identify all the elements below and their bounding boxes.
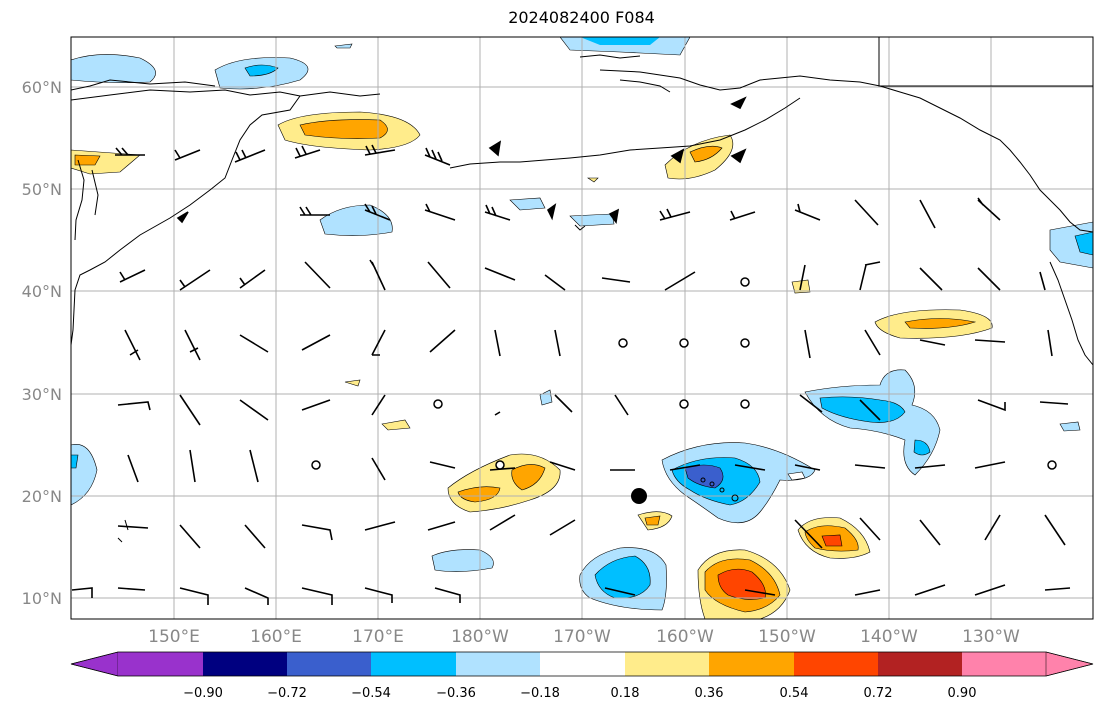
lat-label-30n: 30°N [22,385,62,404]
colorbar-bin [709,652,794,676]
colorbar-bin [625,652,709,676]
lon-label-180w: 180°W [451,627,509,647]
lat-label-60n: 60°N [22,78,62,97]
lon-label-130w: 130°W [962,627,1020,647]
lon-label-140w: 140°W [860,627,918,647]
colorbar [70,651,1094,677]
colorbar-bin [878,652,962,676]
colorbar-tick-label: 0.90 [948,686,977,701]
map-plot-area [71,37,1093,619]
colorbar-extend-low [70,651,119,677]
colorbar-tick-label: −0.36 [436,686,476,701]
latitude-labels: 60°N 50°N 40°N 30°N 20°N 10°N [22,78,62,608]
lat-label-10n: 10°N [22,589,62,608]
lon-label-160e: 160°E [250,627,302,647]
coastlines [71,37,1093,543]
chart-title: 2024082400 F084 [508,8,655,27]
longitude-labels: 150°E 160°E 170°E 180°W 170°W 160°W 150°… [148,627,1020,647]
lat-label-40n: 40°N [22,282,62,301]
colorbar-bin [794,652,878,676]
lon-label-150e: 150°E [148,627,200,647]
colorbar-tick-label: 0.72 [864,686,893,701]
colorbar-bin [371,652,456,676]
colorbar-bin [962,652,1046,676]
colorbar-tick-label: −0.54 [351,686,391,701]
colorbar-extend-high [1045,651,1094,677]
map-frame [70,36,1094,620]
lon-label-170e: 170°E [352,627,404,647]
colorbar-bin [287,652,371,676]
colorbar-bin [540,652,625,676]
lon-label-170w: 170°W [553,627,611,647]
colorbar-labels: −0.90 −0.72 −0.54 −0.36 −0.18 0.18 0.36 … [183,686,976,701]
anomaly-shading [71,37,1093,619]
colorbar-bin [118,652,203,676]
lon-label-150w: 150°W [758,627,816,647]
colorbar-bin [456,652,540,676]
lon-label-160w: 160°W [656,627,714,647]
lat-label-20n: 20°N [22,487,62,506]
lat-label-50n: 50°N [22,180,62,199]
location-marker [631,488,647,504]
calm-wind-circles [311,277,1057,470]
colorbar-tick-label: −0.72 [267,686,307,701]
colorbar-tick-label: −0.90 [183,686,223,701]
grid-lines [71,37,1093,619]
colorbar-bin [203,652,287,676]
wind-barbs [71,96,1071,605]
colorbar-tick-label: −0.18 [520,686,560,701]
colorbar-tick-label: 0.36 [695,686,724,701]
colorbar-tick-label: 0.54 [780,686,809,701]
colorbar-tick-label: 0.18 [611,686,640,701]
